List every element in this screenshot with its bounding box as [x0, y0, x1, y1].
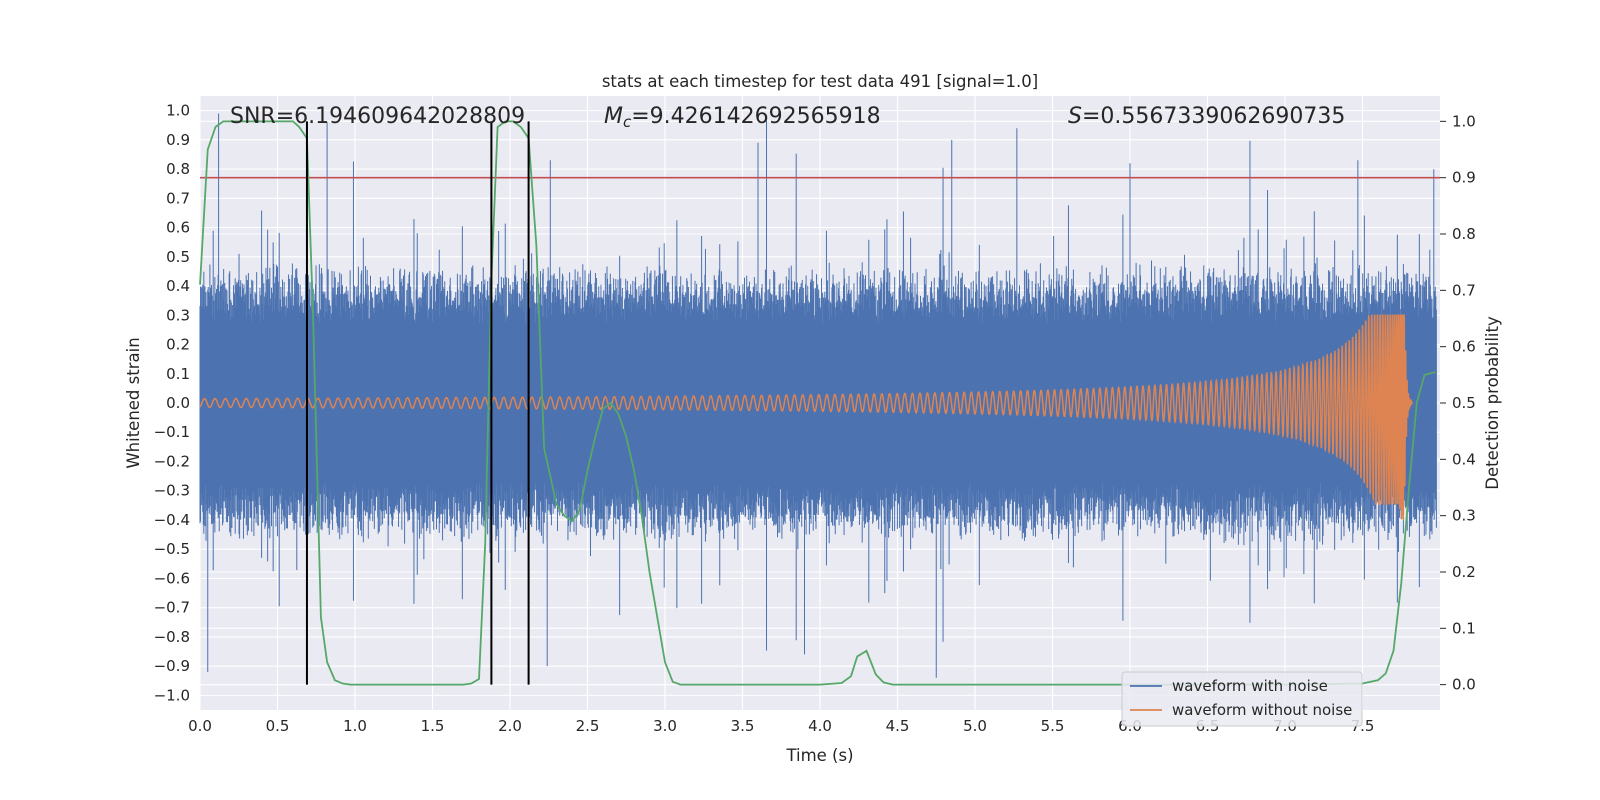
y-tick-label: −0.7 [154, 599, 190, 617]
y-tick-label: −0.2 [154, 452, 190, 470]
y-tick-label: −0.8 [154, 628, 190, 646]
x-tick-label: 1.5 [421, 717, 445, 735]
x-tick-label: 5.0 [963, 717, 987, 735]
clean-waveform-line [199, 314, 1413, 520]
y-tick-label: 0.1 [166, 365, 190, 383]
x-tick-label: 1.0 [343, 717, 367, 735]
x-tick-label: 0.5 [266, 717, 290, 735]
y2-tick-label: 0.1 [1452, 619, 1476, 637]
x-tick-label: 0.0 [188, 717, 212, 735]
x-tick-label: 2.0 [498, 717, 522, 735]
legend-label-clean: waveform without noise [1172, 701, 1352, 719]
y2-tick-label: 0.3 [1452, 507, 1476, 525]
y-axis-label-right: Detection probability [1483, 316, 1502, 490]
y-tick-label: −0.6 [154, 569, 190, 587]
s-annotation: S=0.5567339062690735 [1068, 104, 1345, 129]
y-tick-label: −0.5 [154, 540, 190, 558]
x-axis-label: Time (s) [785, 746, 853, 765]
y-tick-label: −0.4 [154, 511, 190, 529]
x-tick-label: 4.0 [808, 717, 832, 735]
snr-annotation: SNR=6.194609642028809 [230, 104, 525, 129]
y2-tick-label: 0.0 [1452, 676, 1476, 694]
x-tick-label: 3.0 [653, 717, 677, 735]
chart-title: stats at each timestep for test data 491… [602, 72, 1038, 91]
mc-annotation: Mc=9.426142692565918 [604, 104, 881, 131]
y2-tick-label: 0.7 [1452, 281, 1476, 299]
y-tick-label: 0.0 [166, 394, 190, 412]
mc-subscript: c [623, 113, 632, 131]
y-tick-label: 0.3 [166, 306, 190, 324]
y-tick-label: 0.7 [166, 189, 190, 207]
mc-symbol: M [604, 104, 623, 129]
y2-tick-label: 0.4 [1452, 450, 1476, 468]
y-tick-label: 0.5 [166, 248, 190, 266]
detection-probability-line [199, 120, 1436, 686]
y-tick-label: 0.4 [166, 277, 190, 295]
legend: waveform with noise waveform without noi… [1121, 671, 1363, 727]
y-tick-label: −1.0 [154, 686, 190, 704]
x-tick-label: 3.5 [731, 717, 755, 735]
probability-series [199, 120, 1440, 686]
y-tick-label: −0.3 [154, 482, 190, 500]
y-tick-label: 1.0 [166, 102, 190, 120]
y-tick-label: 0.9 [166, 131, 190, 149]
vertical-lines [305, 121, 530, 685]
y2-tick-label: 0.8 [1452, 225, 1476, 243]
y2-tick-label: 0.5 [1452, 394, 1476, 412]
y-tick-label: −0.1 [154, 423, 190, 441]
legend-label-noise: waveform with noise [1172, 677, 1328, 695]
x-tick-label: 5.5 [1041, 717, 1065, 735]
y-tick-label: 0.8 [166, 160, 190, 178]
x-tick-label: 2.5 [576, 717, 600, 735]
y-tick-label: −0.9 [154, 657, 190, 675]
y2-tick-label: 0.9 [1452, 169, 1476, 187]
mc-value: =9.426142692565918 [631, 104, 880, 129]
legend-box [1121, 671, 1363, 727]
y-tick-label: 0.6 [166, 219, 190, 237]
s-value: =0.5567339062690735 [1082, 104, 1345, 129]
y2-tick-label: 1.0 [1452, 112, 1476, 130]
x-tick-label: 4.5 [886, 717, 910, 735]
y-tick-label: 0.2 [166, 336, 190, 354]
s-symbol: S [1068, 104, 1082, 129]
y-axis-label: Whitened strain [124, 337, 143, 468]
y2-tick-label: 0.2 [1452, 563, 1476, 581]
y2-tick-label: 0.6 [1452, 338, 1476, 356]
clean-series [199, 314, 1413, 520]
